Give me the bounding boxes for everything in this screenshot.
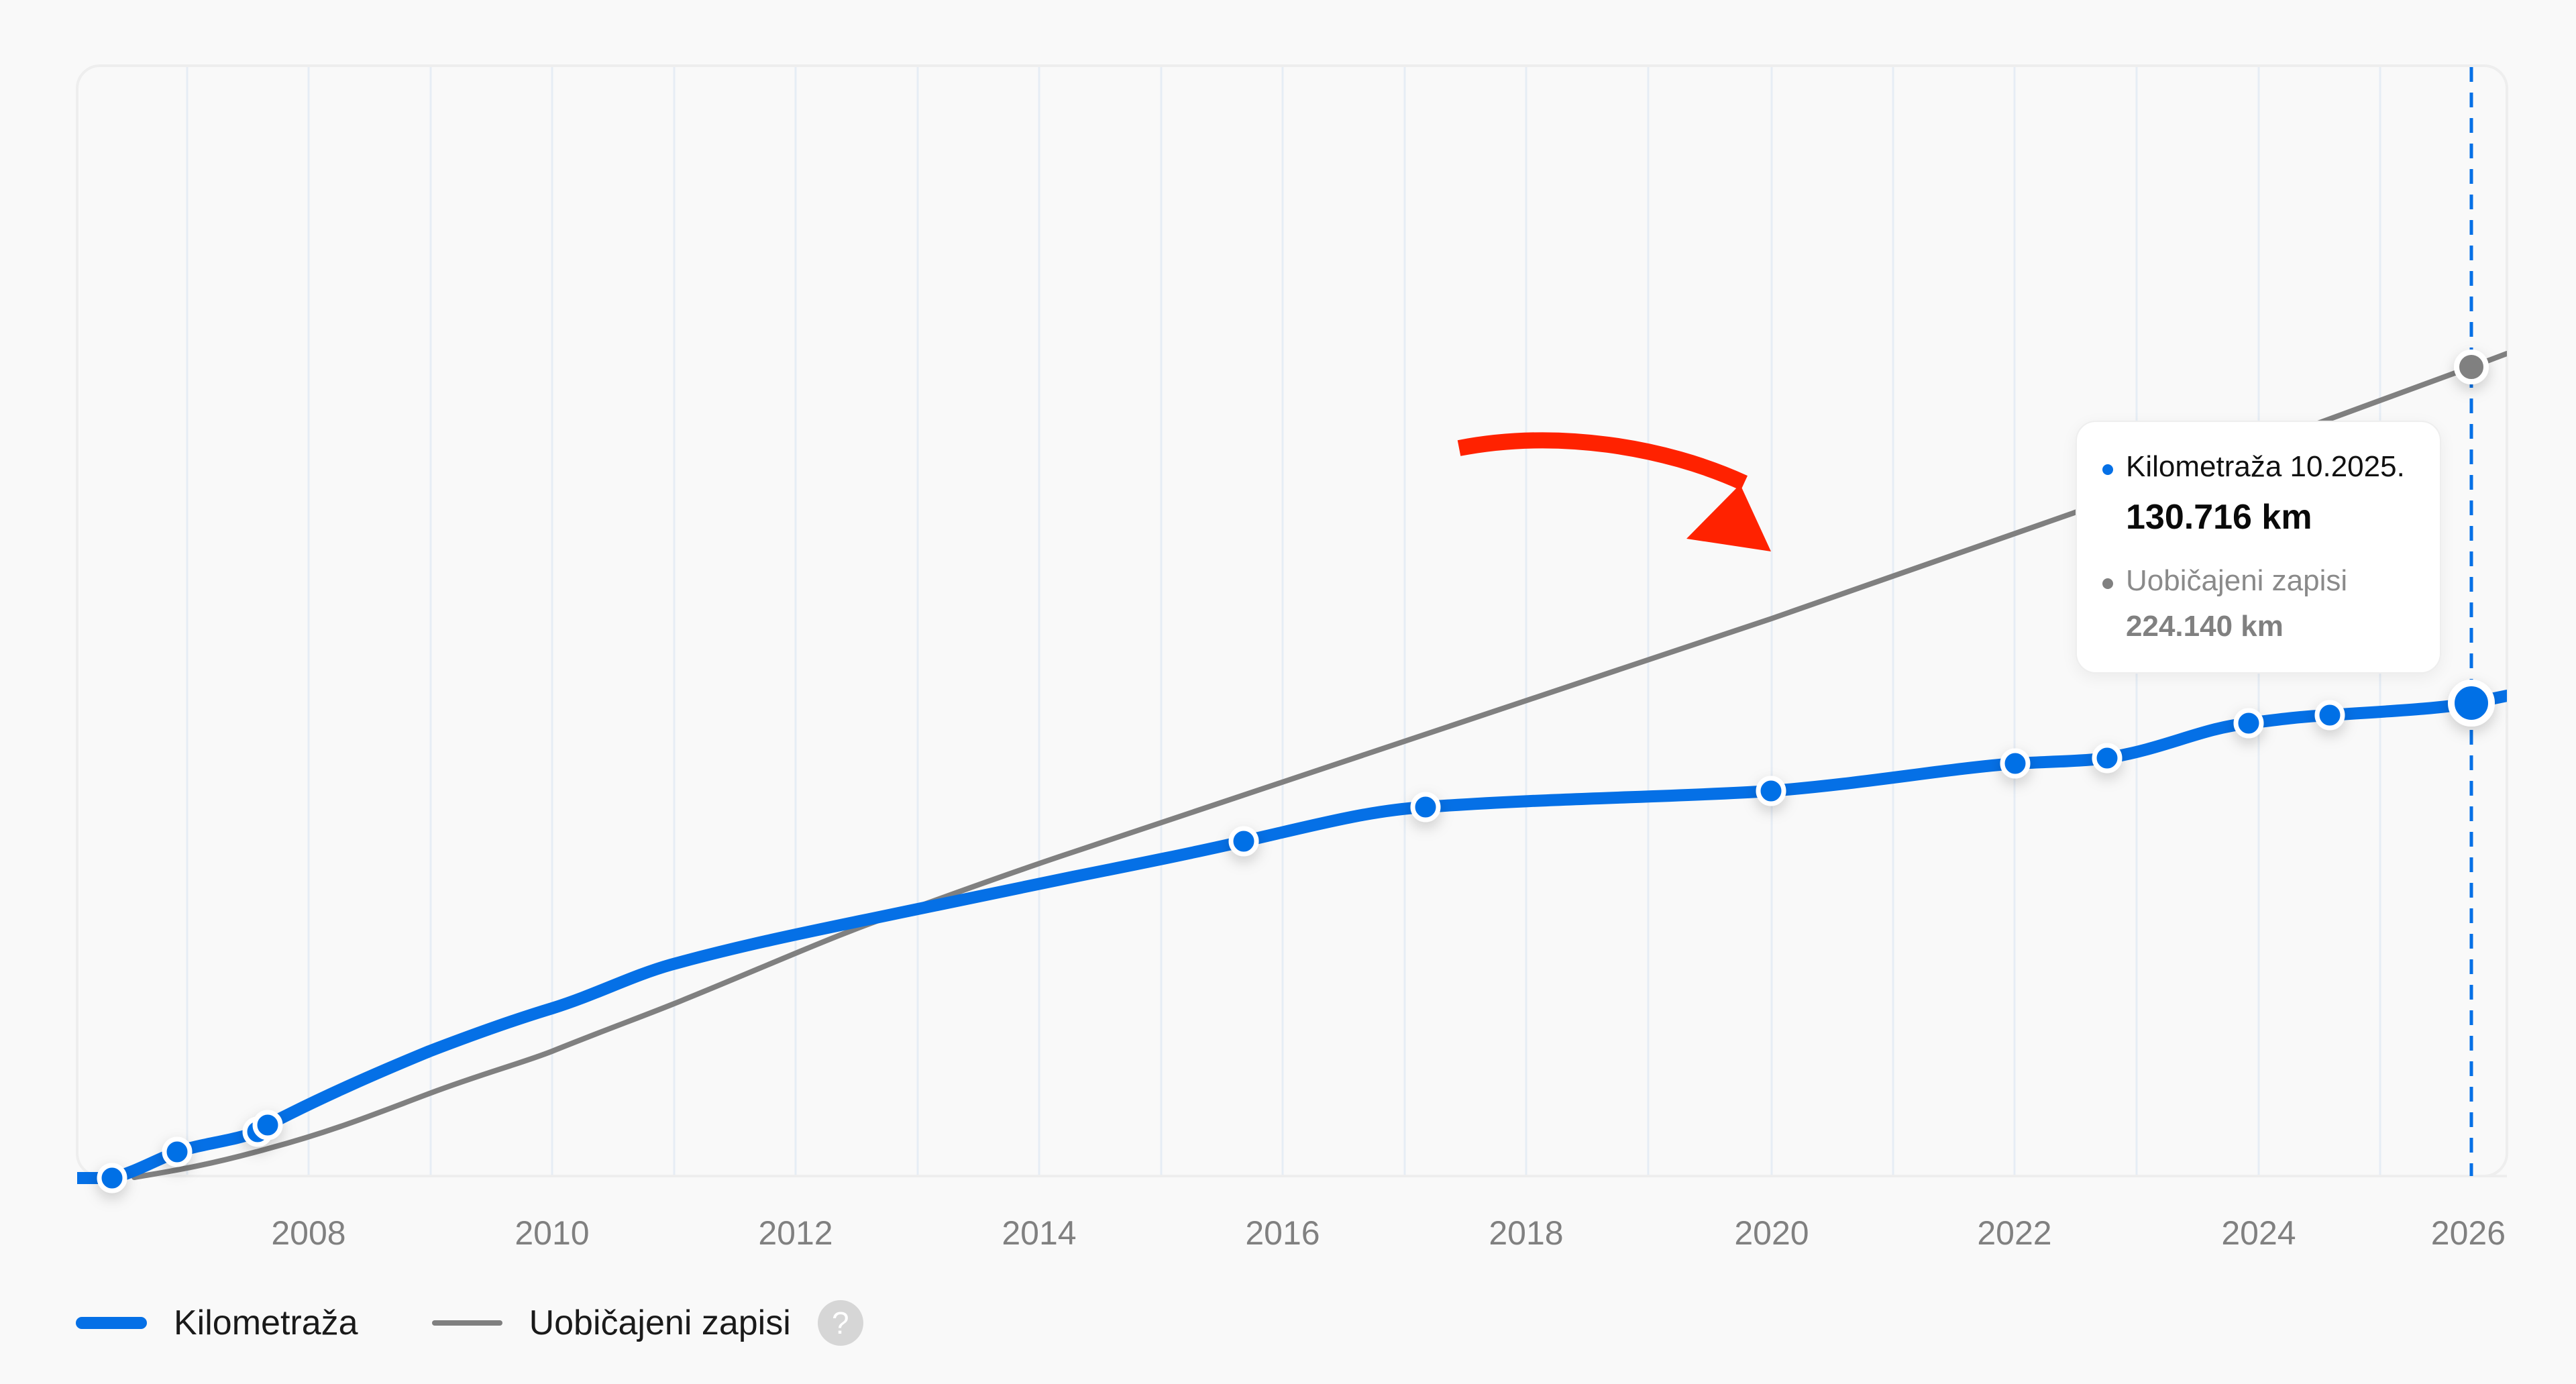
annotation-arrow xyxy=(1457,432,1771,551)
mileage-line xyxy=(77,690,2507,1184)
mileage-swatch-icon xyxy=(76,1317,147,1329)
chart-tooltip: Kilometraža 10.2025. 130.716 km Uobičaje… xyxy=(2076,421,2441,674)
usual-records-swatch-icon xyxy=(431,1320,502,1326)
x-tick-label: 2022 xyxy=(1977,1214,2051,1252)
active-data-point[interactable] xyxy=(2448,680,2495,727)
legend-item-usual-records[interactable]: Uobičajeni zapisi ? xyxy=(431,1300,863,1346)
legend-label: Kilometraža xyxy=(174,1303,358,1342)
arrow-head xyxy=(1686,484,1771,551)
x-tick-label: 2026 xyxy=(2431,1214,2506,1252)
usual-records-dot-icon xyxy=(2102,578,2113,589)
data-point[interactable] xyxy=(2000,748,2031,779)
data-point[interactable] xyxy=(252,1110,283,1140)
usual-records-active-point[interactable] xyxy=(2454,350,2489,384)
x-axis-labels: 2008 2010 2012 2014 2016 2018 2020 2022 … xyxy=(271,1214,2506,1252)
chart-legend: Kilometraža Uobičajeni zapisi ? xyxy=(76,1299,863,1347)
mileage-dot-icon xyxy=(2102,464,2113,475)
data-point[interactable] xyxy=(162,1136,193,1167)
tooltip-mileage-label: Kilometraža 10.2025. xyxy=(2126,450,2405,483)
mileage-points xyxy=(97,350,2495,1193)
x-tick-label: 2010 xyxy=(515,1214,589,1252)
data-point[interactable] xyxy=(1756,776,1786,806)
x-tick-label: 2012 xyxy=(758,1214,833,1252)
data-point[interactable] xyxy=(2233,708,2264,739)
tooltip-usual-records-value: 224.140 km xyxy=(2126,610,2284,643)
tooltip-usual-records-label: Uobičajeni zapisi xyxy=(2126,564,2348,597)
data-point[interactable] xyxy=(1228,826,1259,857)
data-point[interactable] xyxy=(2314,700,2345,731)
x-tick-label: 2024 xyxy=(2221,1214,2296,1252)
x-tick-label: 2018 xyxy=(1489,1214,1563,1252)
arrow-shaft xyxy=(1457,432,1748,490)
help-icon[interactable]: ? xyxy=(817,1300,863,1346)
x-tick-label: 2014 xyxy=(1002,1214,1076,1252)
legend-label: Uobičajeni zapisi xyxy=(529,1303,791,1342)
tooltip-mileage-value: 130.716 km xyxy=(2126,498,2312,537)
x-tick-label: 2008 xyxy=(271,1214,345,1252)
data-point[interactable] xyxy=(1410,792,1441,822)
data-point[interactable] xyxy=(2092,743,2123,774)
gridlines xyxy=(186,67,2381,1176)
data-point[interactable] xyxy=(97,1163,127,1193)
x-tick-label: 2020 xyxy=(1734,1214,1809,1252)
legend-item-mileage[interactable]: Kilometraža xyxy=(76,1303,358,1343)
x-tick-label: 2016 xyxy=(1245,1214,1320,1252)
